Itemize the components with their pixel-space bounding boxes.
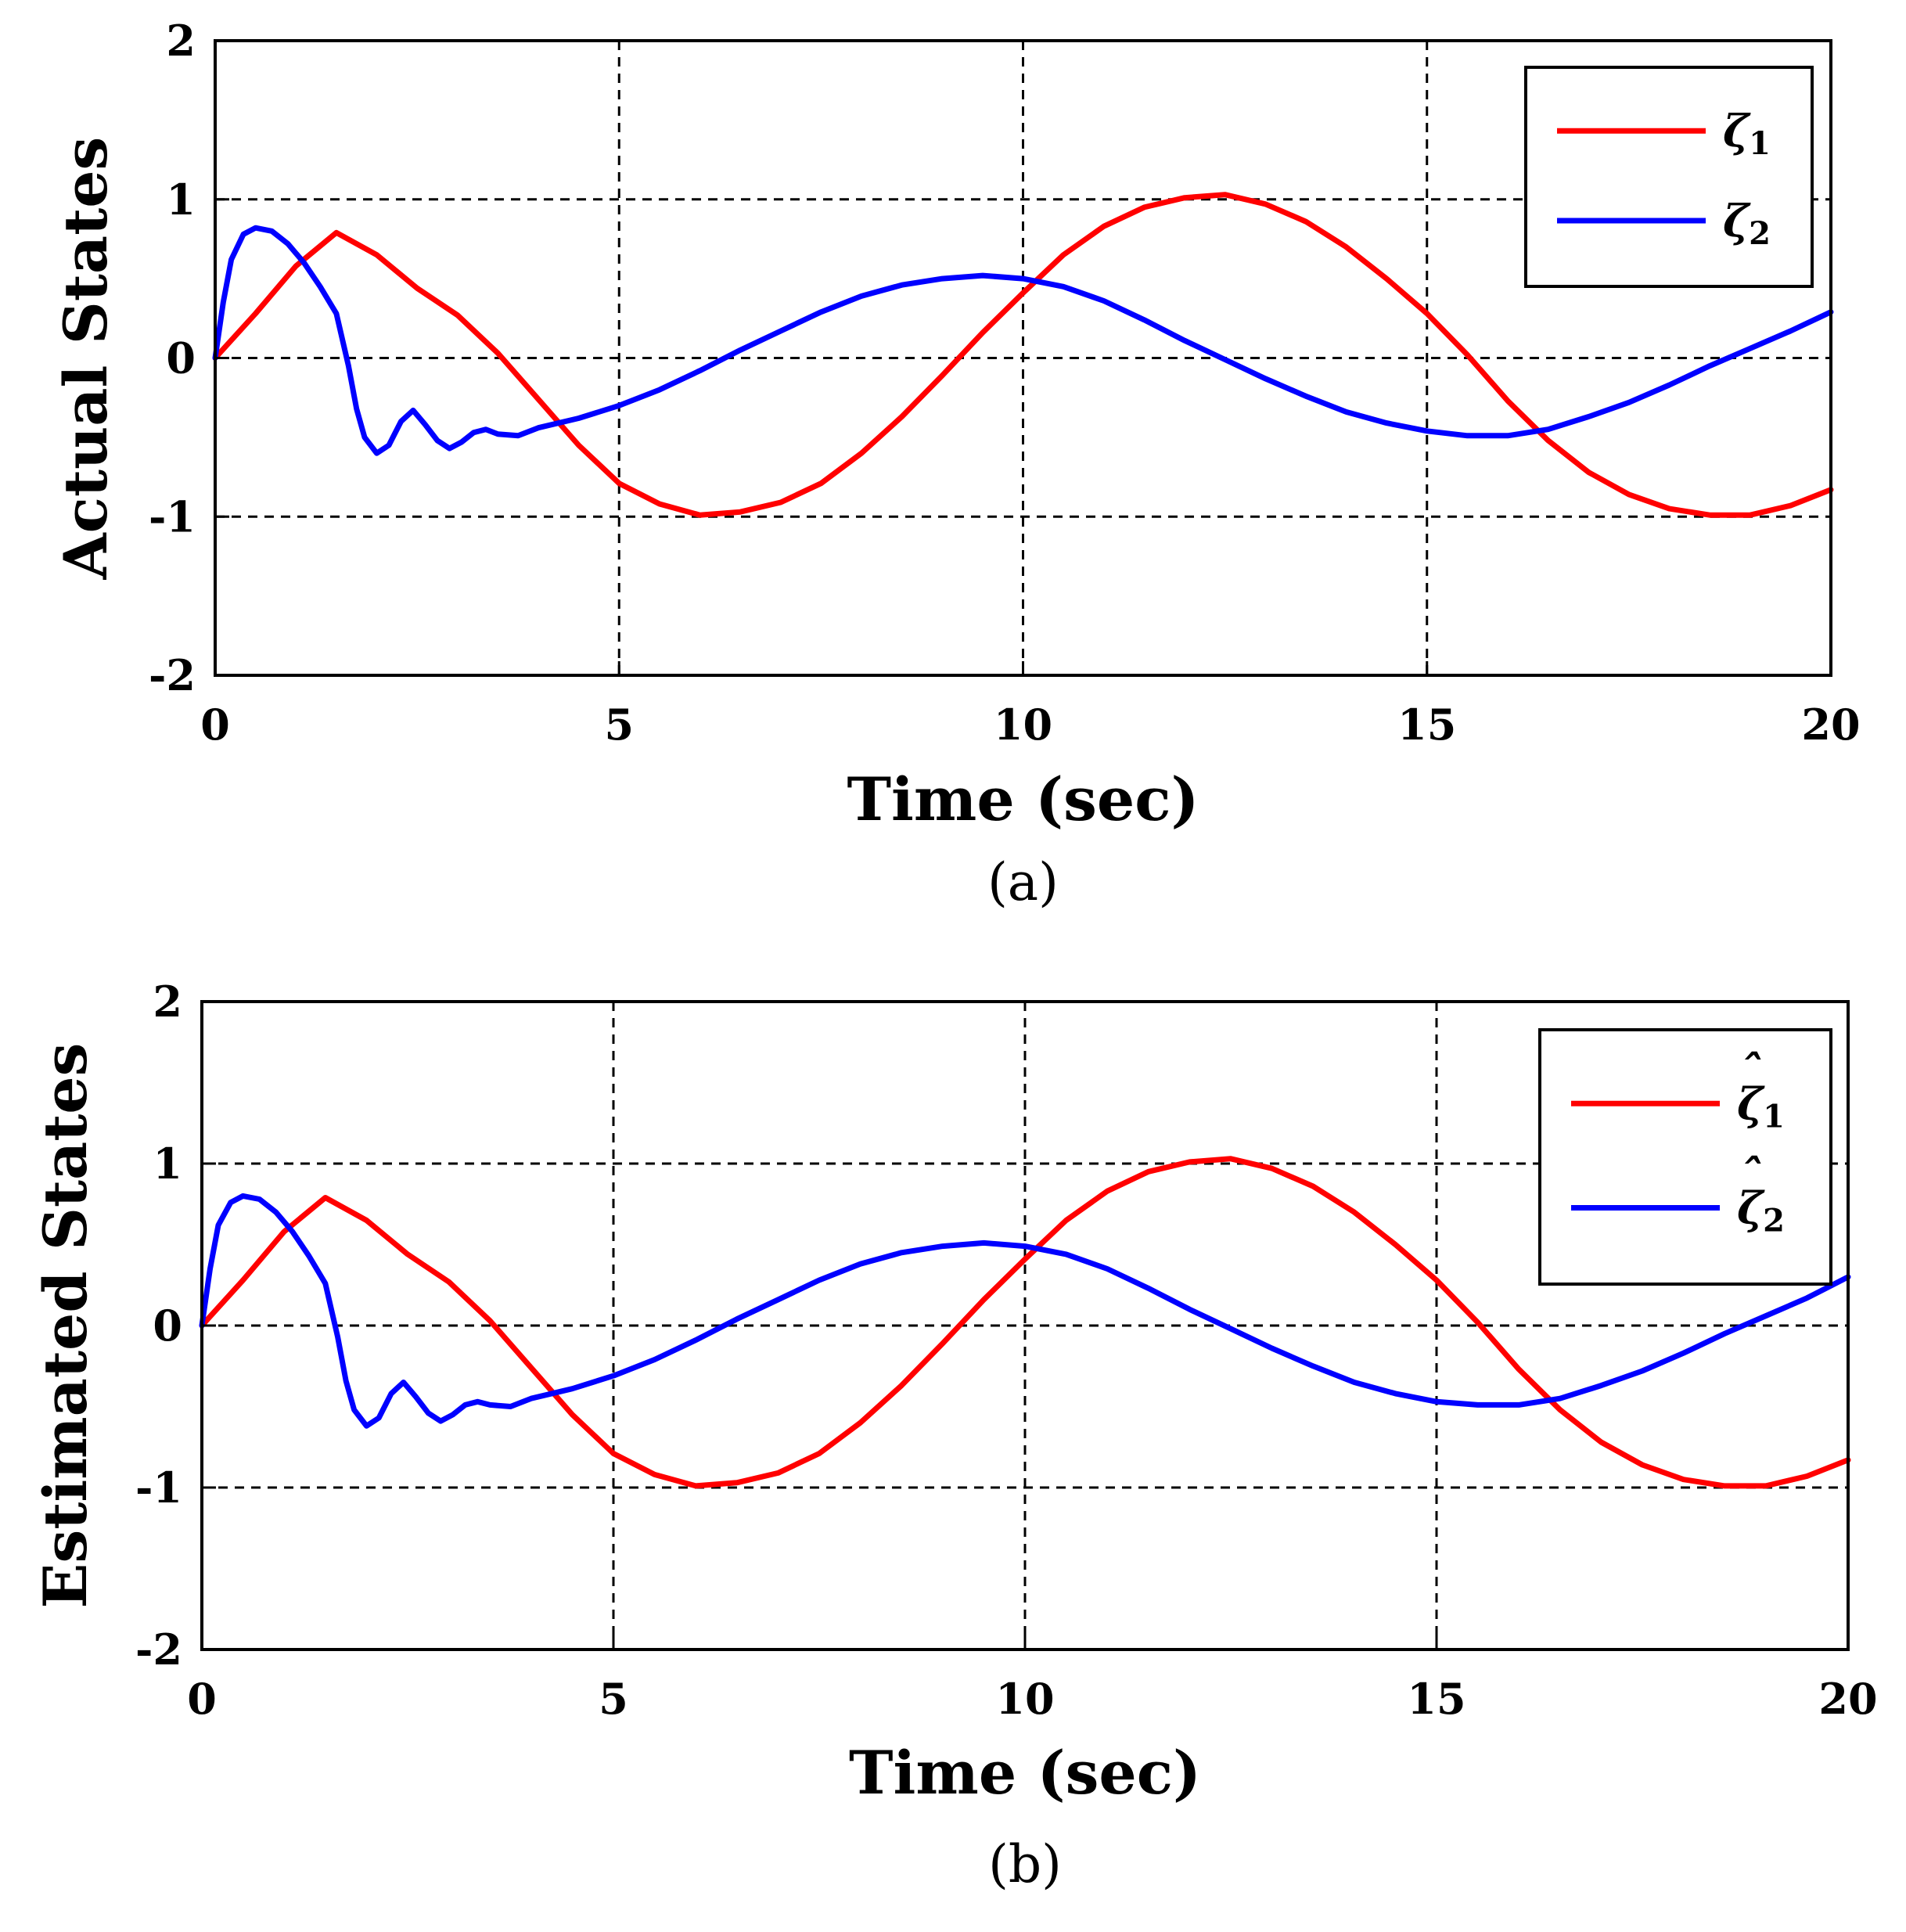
legend-entry-2: ζ2 xyxy=(1737,1183,1785,1239)
y-tick-label: -2 xyxy=(135,1624,182,1675)
series-line-2 xyxy=(212,225,1834,456)
legend-entry-2: ζ2 xyxy=(1723,196,1771,252)
x-tick-label: 0 xyxy=(200,700,230,750)
series-line-1 xyxy=(199,1156,1851,1489)
y-tick-label: 2 xyxy=(153,977,182,1027)
x-tick-label: 10 xyxy=(994,700,1052,750)
x-tick-label: 0 xyxy=(187,1674,217,1724)
series-line-2 xyxy=(199,1193,1851,1429)
x-tick-label: 10 xyxy=(995,1674,1054,1724)
y-tick-label: -2 xyxy=(149,650,196,700)
x-axis-label: Time (sec) xyxy=(847,765,1199,834)
y-tick-label: 0 xyxy=(166,333,196,383)
legend-hat-1: ˆ xyxy=(1740,1045,1762,1097)
y-tick-label: 0 xyxy=(153,1301,182,1351)
y-axis-label: Estimated States xyxy=(31,1043,100,1609)
y-axis-label: Actual States xyxy=(51,137,120,581)
y-tick-label: 2 xyxy=(166,16,196,66)
x-tick-label: 15 xyxy=(1407,1674,1465,1724)
panel-caption: (a) xyxy=(987,852,1059,912)
series-line-1 xyxy=(212,192,1834,518)
y-tick-label: 1 xyxy=(153,1139,182,1189)
legend-box xyxy=(1538,1028,1832,1286)
legend-entry-1: ζ1 xyxy=(1723,106,1771,162)
panel-caption: (b) xyxy=(988,1834,1062,1894)
legend-hat-2: ˆ xyxy=(1740,1150,1762,1202)
x-tick-label: 15 xyxy=(1397,700,1456,750)
x-tick-label: 5 xyxy=(604,700,634,750)
y-tick-label: -1 xyxy=(135,1462,182,1513)
y-tick-label: -1 xyxy=(149,491,196,541)
panel-a: 0 5 10 15 20 -2 -1 0 1 2 Time (sec) Actual States (a… xyxy=(51,16,1861,912)
panel-b: 0 5 10 15 20 -2 -1 0 1 2 Time (sec) Estimated State… xyxy=(31,977,1878,1894)
x-axis-label: Time (sec) xyxy=(849,1738,1201,1808)
legend-box xyxy=(1524,66,1814,288)
y-tick-label: 1 xyxy=(166,174,196,225)
x-tick-label: 20 xyxy=(1818,1674,1877,1724)
x-tick-label: 20 xyxy=(1801,700,1860,750)
legend-entry-1: ζ1 xyxy=(1737,1078,1785,1135)
x-tick-label: 5 xyxy=(599,1674,628,1724)
